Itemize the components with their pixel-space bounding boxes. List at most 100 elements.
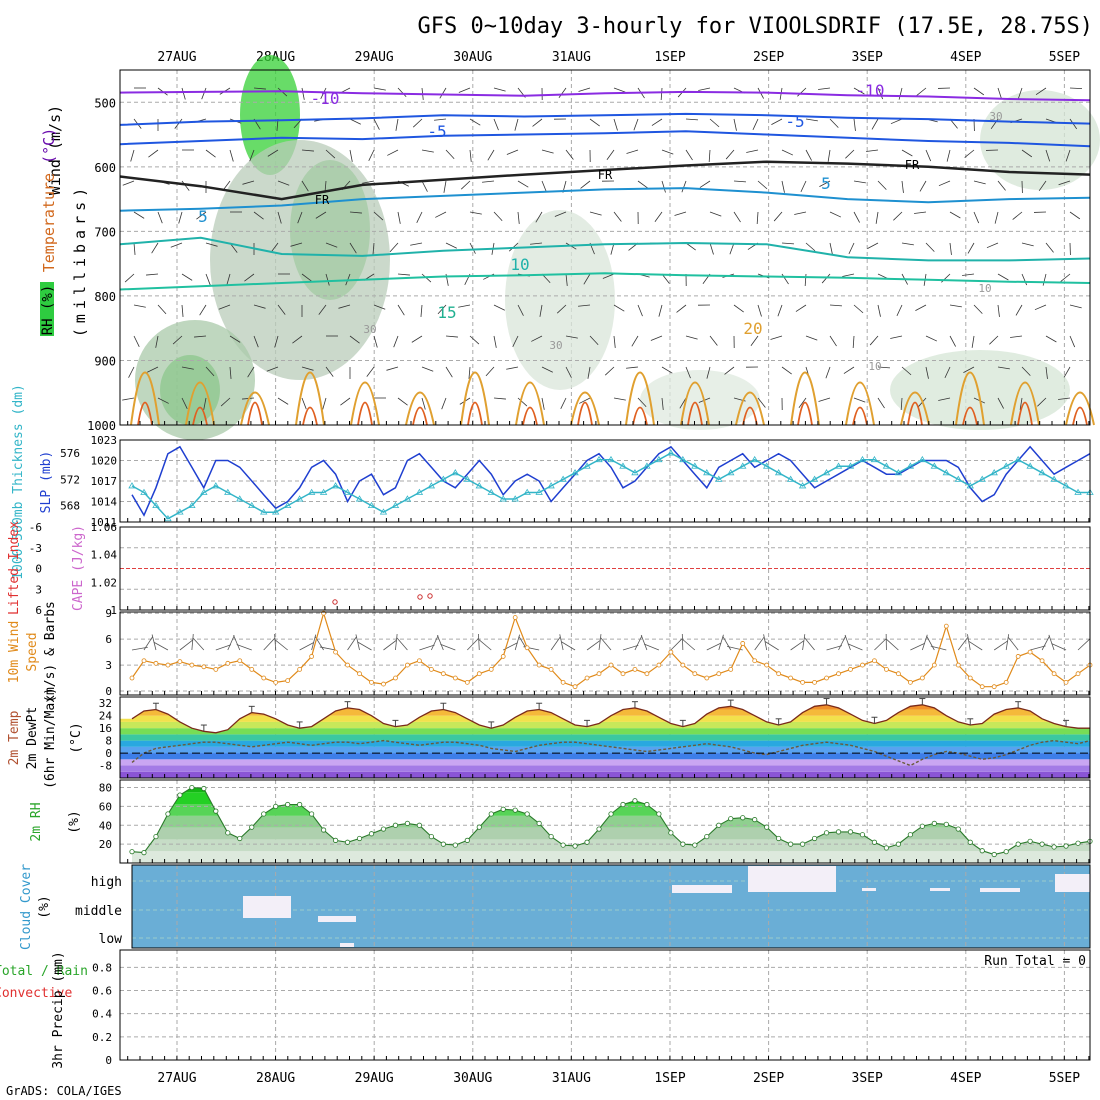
thickness-point (511, 495, 519, 502)
wind-barb (397, 273, 410, 276)
wind-barb (718, 634, 724, 651)
wind-barb (362, 180, 375, 184)
wind-barb (122, 180, 135, 186)
wind-barb (685, 149, 693, 161)
wind-barb (685, 366, 691, 379)
wind-barb (890, 118, 903, 125)
wind-speed-point (644, 671, 650, 677)
wind-speed-point (1051, 671, 1057, 677)
wind-barb (968, 640, 983, 651)
wind-barb (514, 634, 520, 651)
wind-barb (819, 180, 831, 187)
thickness-point (1062, 482, 1070, 489)
wind-barb (901, 149, 913, 157)
wind-barb (469, 211, 482, 215)
wind-tick-label: 3 (105, 659, 112, 672)
wind-barb (1045, 335, 1057, 343)
bottom-date-label: 31AUG (552, 1071, 591, 1086)
contour-label: 5 (821, 174, 831, 193)
top-date-label: 30AUG (453, 50, 492, 65)
wind-barb (733, 180, 746, 183)
precip-tick-label: 0.2 (92, 1031, 112, 1044)
cape-tick-label: 1.06 (91, 521, 118, 534)
clear-sky-patch (318, 916, 356, 922)
wind-speed-point (907, 679, 913, 685)
clear-sky-patch (748, 866, 836, 892)
thickness-tick-label: 568 (60, 500, 80, 513)
precip-label-a: Total / Rain (0, 964, 88, 979)
wind-barb (266, 366, 279, 372)
wind-barb (565, 335, 578, 339)
wind-barb (757, 180, 768, 190)
bottom-date-label: 3SEP (852, 1071, 883, 1086)
wind-barb (1045, 149, 1051, 162)
wind-barb (898, 87, 903, 100)
isotherm-25 (357, 401, 373, 426)
wind-barb (205, 242, 218, 247)
wind-barb (997, 87, 1003, 100)
wind-speed-point (943, 623, 949, 629)
rh-point (368, 831, 375, 837)
wind-barb (733, 304, 744, 313)
wind10m-label-a: 10m Wind (7, 621, 22, 684)
thickness-point (619, 462, 627, 469)
wind-barb (468, 366, 471, 379)
wind-barb (973, 180, 986, 185)
thickness-point (930, 462, 939, 469)
lifted-index-tick: 3 (35, 583, 42, 596)
isotherm-25 (742, 406, 758, 426)
wind-barb (421, 149, 434, 153)
wind-barb (804, 637, 815, 651)
wind-barb (967, 242, 975, 254)
wind-barb (157, 211, 163, 224)
wind-barb (764, 641, 779, 651)
wind-barb (373, 304, 386, 310)
wind-barb (311, 634, 317, 651)
wind-barb (253, 335, 259, 348)
wind-barb (133, 304, 146, 308)
wind-barb (949, 335, 956, 347)
thickness-point (319, 488, 328, 495)
thickness-point (391, 501, 400, 508)
wind-barb (387, 149, 399, 156)
contour-label: 10 (978, 282, 991, 295)
wind-barb (157, 397, 169, 404)
wind-barb (517, 397, 528, 407)
wind-speed-point (752, 658, 758, 664)
isotherm-25 (1072, 406, 1088, 426)
rh-point (704, 833, 710, 840)
wind-barb (949, 211, 961, 219)
wind-speed-point (1063, 679, 1069, 685)
cape-point (332, 599, 338, 605)
wind-barb (373, 211, 384, 221)
wind-barb (1063, 366, 1071, 378)
wind-barb (512, 335, 519, 347)
rh-point (883, 845, 890, 851)
wind-barb (825, 366, 831, 379)
isotherm-20 (955, 371, 985, 426)
cloud-ylabels: Cloud Cover (%) (19, 864, 52, 950)
thickness-point (942, 469, 951, 476)
wind-barb (458, 304, 471, 308)
wind-barb (1034, 304, 1047, 311)
pressure-tick-label: 600 (94, 161, 116, 175)
wind-barb (827, 149, 831, 162)
slp-tick-label: 1011 (91, 516, 118, 529)
rh-tick-label: 40 (99, 819, 112, 832)
thickness-point (798, 482, 807, 489)
wind-speed-point (728, 666, 734, 672)
top-date-label: 3SEP (852, 50, 883, 65)
rh-axis-label: RH (%) (40, 285, 56, 336)
wind-barb (709, 335, 718, 346)
wind-barb (325, 366, 334, 377)
isotherm-line (119, 160, 1091, 201)
thickness-point (439, 475, 448, 482)
wind-barb (844, 634, 851, 651)
wind-barb (493, 304, 505, 311)
wind-speed-point (716, 671, 722, 677)
wind-barb (493, 87, 506, 92)
thickness-point (810, 475, 819, 482)
wind-barb (626, 149, 639, 154)
slp-tick-label: 1020 (91, 455, 118, 468)
rh-point (728, 816, 734, 822)
